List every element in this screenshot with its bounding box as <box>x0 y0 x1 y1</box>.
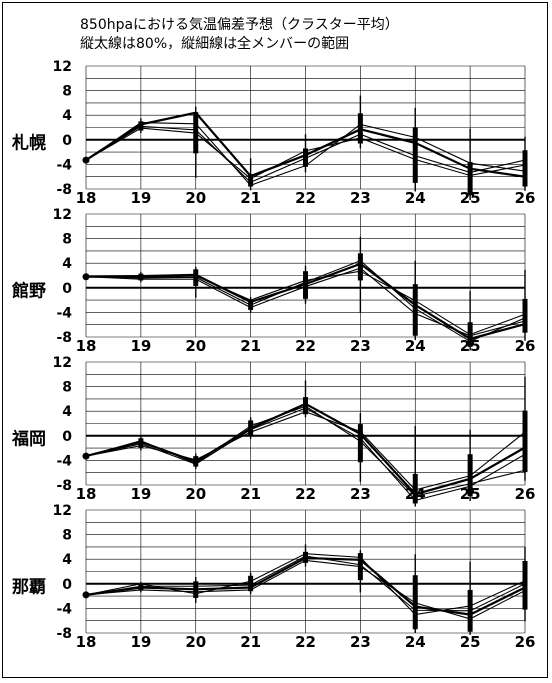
x-tick-label: 25 <box>460 633 481 651</box>
y-tick-label: 8 <box>62 84 72 100</box>
cluster-mean-line <box>85 405 526 497</box>
y-tick-label: -8 <box>56 626 72 642</box>
y-tick-label: -8 <box>56 330 72 346</box>
x-tick-label: 20 <box>185 189 206 207</box>
chart-subtitle: 縦太線は80%，縦細線は全メンバーの範囲 <box>80 36 350 52</box>
chart-frame <box>2 2 548 678</box>
x-tick-label: 18 <box>76 337 97 355</box>
y-tick-label: -4 <box>56 305 72 321</box>
initial-point <box>82 452 90 460</box>
initial-point <box>82 273 90 281</box>
chart-title: 850hpaにおける気温偏差予想（クラスター平均） <box>80 17 399 33</box>
y-tick-label: 0 <box>62 281 72 297</box>
x-tick-label: 24 <box>405 633 426 651</box>
cluster-mean-line <box>85 125 526 183</box>
initial-point <box>82 591 90 599</box>
cluster-mean-line <box>85 555 526 612</box>
station-label: 札幌 <box>11 132 46 153</box>
cluster-mean-line <box>85 127 526 180</box>
station-label: 福岡 <box>11 428 46 449</box>
x-tick-label: 22 <box>295 633 316 651</box>
y-tick-label: 12 <box>53 355 72 371</box>
x-tick-label: 26 <box>515 189 536 207</box>
y-tick-label: -8 <box>56 182 72 198</box>
x-tick-label: 24 <box>405 189 426 207</box>
y-tick-label: 0 <box>62 429 72 445</box>
cluster-mean-line <box>85 111 526 178</box>
x-tick-label: 24 <box>405 337 426 355</box>
x-tick-label: 18 <box>76 189 97 207</box>
y-tick-label: 12 <box>53 503 72 519</box>
x-tick-label: 23 <box>350 189 371 207</box>
cluster-mean-line <box>85 270 526 336</box>
y-tick-label: 0 <box>62 577 72 593</box>
x-tick-label: 23 <box>350 337 371 355</box>
station-label: 那覇 <box>12 577 46 597</box>
y-tick-label: -8 <box>56 478 72 494</box>
y-tick-label: 0 <box>62 133 72 149</box>
x-tick-label: 21 <box>240 337 261 355</box>
y-tick-label: 4 <box>62 256 72 272</box>
x-tick-label: 22 <box>295 189 316 207</box>
x-tick-label: 21 <box>240 633 261 651</box>
x-tick-label: 20 <box>185 485 206 503</box>
y-tick-label: 4 <box>62 404 72 420</box>
cluster-mean-line <box>85 122 526 186</box>
y-tick-label: -4 <box>56 157 72 173</box>
cluster-mean-line <box>85 556 526 616</box>
x-tick-label: 23 <box>350 485 371 503</box>
initial-point <box>82 156 90 164</box>
cluster-mean-line <box>85 553 526 616</box>
y-tick-label: -4 <box>56 453 72 469</box>
y-tick-label: 8 <box>62 528 72 544</box>
x-tick-label: 26 <box>515 633 536 651</box>
cluster-mean-line <box>85 559 526 620</box>
y-tick-label: 4 <box>62 552 72 568</box>
y-tick-label: 8 <box>62 380 72 396</box>
x-tick-label: 19 <box>130 485 151 503</box>
x-tick-label: 19 <box>130 337 151 355</box>
x-tick-label: 18 <box>76 633 97 651</box>
cluster-mean-line <box>85 267 526 337</box>
x-tick-label: 26 <box>515 485 536 503</box>
y-tick-label: 8 <box>62 232 72 248</box>
x-tick-label: 22 <box>295 337 316 355</box>
x-tick-label: 22 <box>295 485 316 503</box>
x-tick-label: 19 <box>130 189 151 207</box>
station-label: 館野 <box>11 280 46 301</box>
y-tick-label: 4 <box>62 108 72 124</box>
x-tick-label: 21 <box>240 189 261 207</box>
x-tick-label: 20 <box>185 633 206 651</box>
y-tick-label: 12 <box>53 59 72 75</box>
cluster-mean-line <box>85 260 526 342</box>
y-tick-label: 12 <box>53 207 72 223</box>
y-tick-label: -4 <box>56 601 72 617</box>
x-tick-label: 20 <box>185 337 206 355</box>
x-tick-label: 19 <box>130 633 151 651</box>
cluster-mean-line <box>85 262 526 341</box>
cluster-mean-line <box>85 411 526 491</box>
x-tick-label: 21 <box>240 485 261 503</box>
x-tick-label: 23 <box>350 633 371 651</box>
x-tick-label: 26 <box>515 337 536 355</box>
x-tick-label: 18 <box>76 485 97 503</box>
